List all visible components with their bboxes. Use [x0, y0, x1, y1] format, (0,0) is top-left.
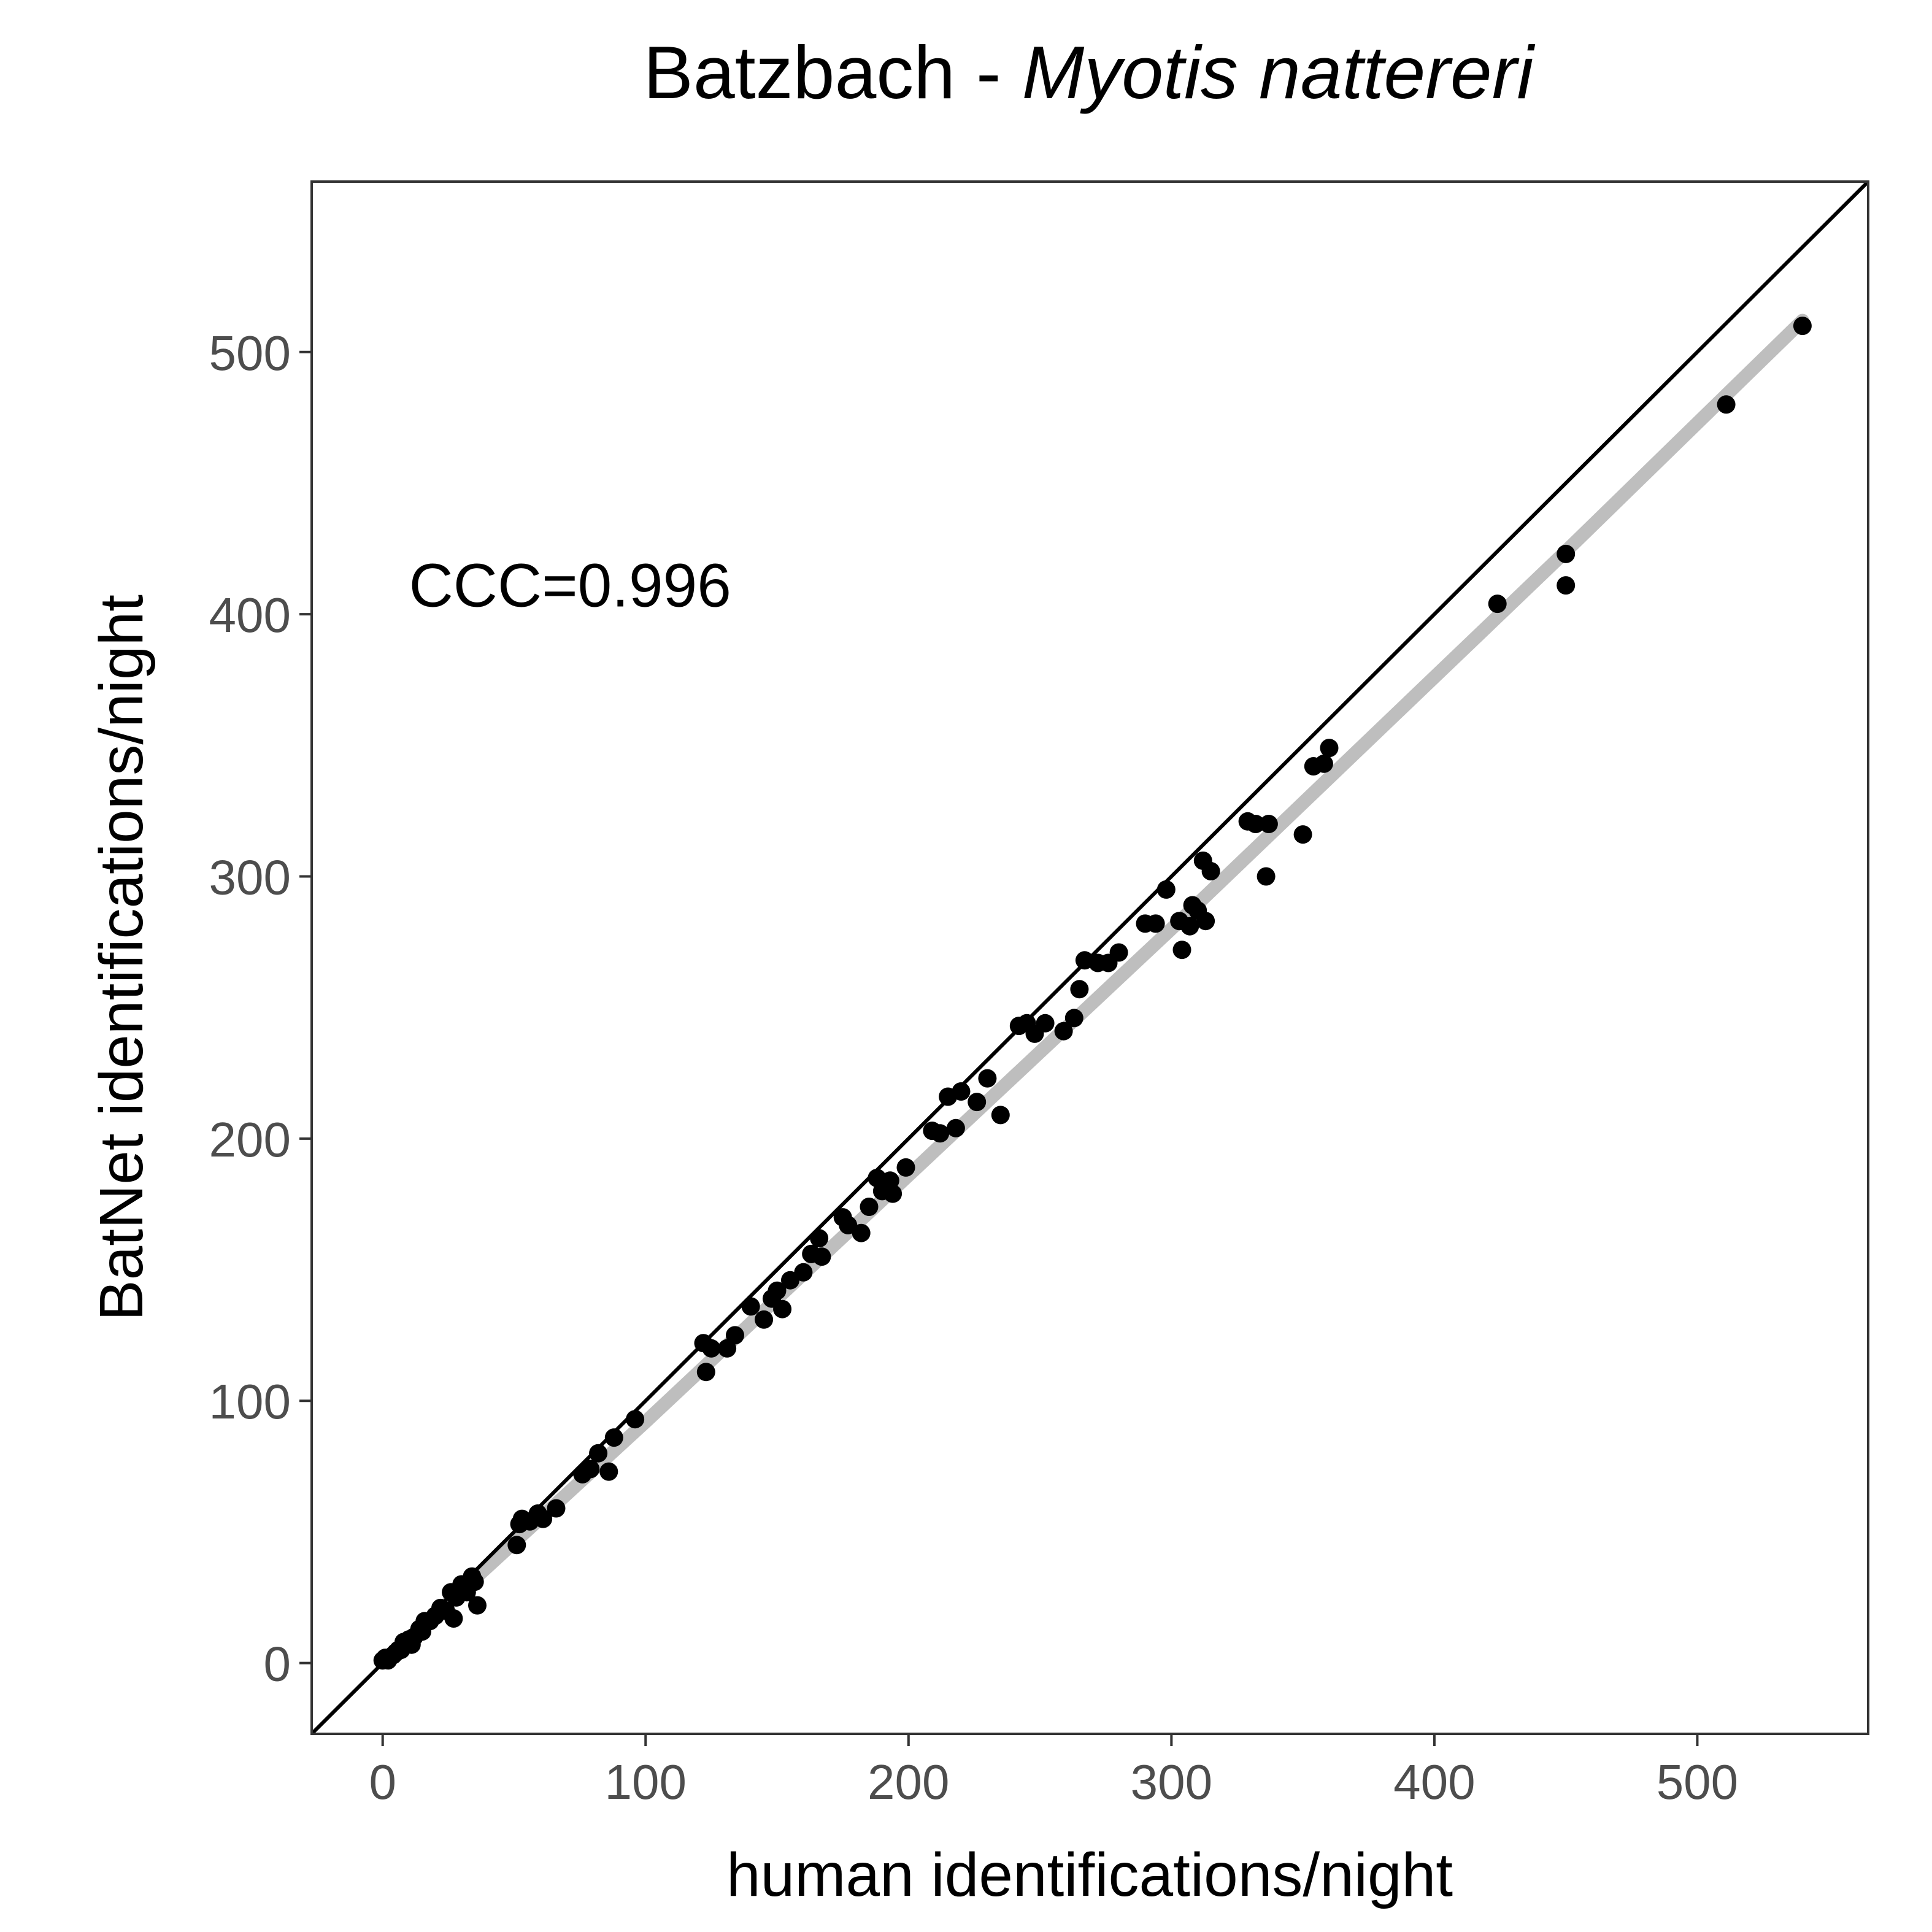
- data-point: [810, 1229, 829, 1248]
- data-point: [1293, 825, 1312, 844]
- data-point: [696, 1363, 715, 1382]
- data-point: [702, 1339, 721, 1358]
- data-point: [968, 1093, 987, 1112]
- x-tick-label: 200: [868, 1755, 949, 1809]
- x-tick-label: 0: [369, 1755, 396, 1809]
- y-tick-label: 0: [264, 1637, 291, 1691]
- y-tick-label: 300: [209, 850, 291, 905]
- chart-title: Batzbach - Myotis nattereri: [643, 31, 1535, 114]
- data-point: [1180, 917, 1199, 936]
- data-point: [1201, 862, 1220, 880]
- data-point: [589, 1444, 608, 1463]
- data-point: [1064, 1009, 1083, 1028]
- smooth-fit-layer: [375, 314, 1809, 1670]
- x-axis-ticks: 0 100 200 300 400 500: [369, 1734, 1738, 1809]
- data-point: [599, 1462, 618, 1481]
- data-point: [626, 1410, 645, 1429]
- data-point: [1146, 914, 1165, 933]
- chart-title-plain: Batzbach -: [643, 31, 1022, 114]
- y-axis-ticks: 0 100 200 300 400 500: [209, 326, 312, 1691]
- data-point: [1314, 754, 1333, 773]
- data-point: [1259, 815, 1278, 833]
- data-point: [1054, 1022, 1073, 1041]
- data-point: [468, 1596, 487, 1615]
- x-axis-title: human identifications/night: [726, 1841, 1453, 1909]
- data-point: [768, 1281, 787, 1300]
- y-tick-label: 100: [209, 1374, 291, 1429]
- data-point: [1717, 395, 1736, 414]
- data-point: [465, 1572, 484, 1591]
- x-tick-label: 500: [1657, 1755, 1738, 1809]
- y-tick-label: 200: [209, 1112, 291, 1167]
- data-point: [1157, 880, 1176, 899]
- data-points-layer: [373, 317, 1812, 1670]
- smooth-fit-line: [375, 314, 1809, 1670]
- data-point: [534, 1509, 553, 1528]
- data-point: [1320, 739, 1339, 758]
- data-point: [860, 1198, 879, 1216]
- x-tick-label: 400: [1393, 1755, 1475, 1809]
- x-tick-label: 100: [605, 1755, 687, 1809]
- data-point: [946, 1118, 965, 1137]
- data-point: [1109, 943, 1128, 962]
- plot-panel-border: [310, 180, 1869, 1735]
- data-point: [604, 1428, 623, 1447]
- data-point: [1172, 941, 1191, 960]
- data-point: [852, 1223, 871, 1242]
- data-point: [755, 1310, 774, 1329]
- data-point: [952, 1082, 971, 1101]
- data-point: [1488, 595, 1507, 614]
- data-point: [812, 1247, 831, 1266]
- data-point: [581, 1460, 600, 1479]
- data-point: [896, 1158, 915, 1177]
- data-point: [1793, 317, 1812, 336]
- data-point: [1557, 576, 1576, 595]
- data-point: [1196, 912, 1215, 931]
- data-point: [794, 1263, 813, 1282]
- data-point: [1257, 867, 1276, 886]
- chart-title-italic: Myotis nattereri: [1022, 31, 1536, 114]
- data-point: [978, 1069, 997, 1088]
- x-tick-label: 300: [1131, 1755, 1212, 1809]
- data-point: [991, 1106, 1010, 1125]
- data-point: [1246, 815, 1265, 833]
- data-point: [741, 1297, 760, 1316]
- y-tick-label: 500: [209, 326, 291, 380]
- data-point: [773, 1299, 792, 1318]
- data-point: [1036, 1014, 1055, 1033]
- data-point: [726, 1326, 744, 1345]
- data-point: [1557, 544, 1576, 563]
- data-point: [547, 1499, 566, 1518]
- data-point: [1070, 980, 1089, 999]
- data-point: [507, 1536, 526, 1555]
- ccc-annotation: CCC=0.996: [409, 551, 731, 620]
- y-tick-label: 400: [209, 588, 291, 642]
- data-point: [931, 1124, 950, 1143]
- data-point: [444, 1609, 463, 1628]
- y-axis-title: BatNet identifications/night: [87, 595, 156, 1321]
- data-point: [883, 1184, 902, 1203]
